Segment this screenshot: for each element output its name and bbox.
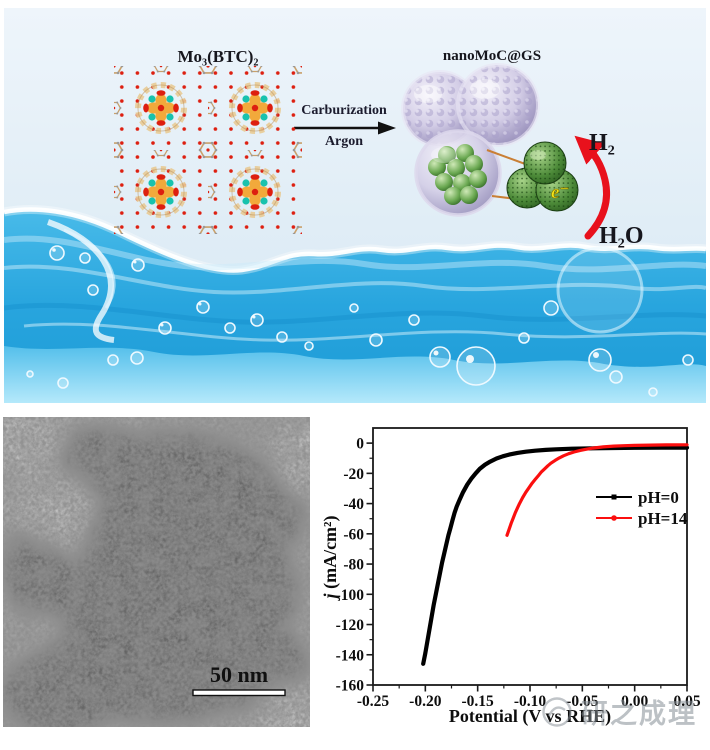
scale-bar-label: 50 nm <box>210 662 268 687</box>
moc-nanosphere <box>456 63 540 147</box>
y-tick-label: -140 <box>336 647 365 664</box>
mof-label: Mo₃(BTC)₂ <box>177 47 259 66</box>
polarization-chart: -0.25 -0.20 -0.15 -0.10 -0.05 0.00 0.05 0 -20 -4… <box>320 427 701 727</box>
watermark-logo-icon <box>542 696 572 727</box>
scale-bar <box>192 689 286 697</box>
x-tick-label: -0.15 <box>462 693 495 710</box>
y-tick-label: -160 <box>336 678 365 695</box>
y-tick-label: -80 <box>343 557 364 574</box>
plot-frame <box>372 427 688 686</box>
y-axis-title: j (mA/cm²) <box>320 516 341 602</box>
x-tick-label: -0.05 <box>566 693 599 710</box>
graphene-moc-cluster <box>506 141 579 212</box>
tem-image: 50 nm <box>3 417 310 727</box>
curve-pH=14 <box>505 443 689 537</box>
magnifier-line <box>486 149 529 166</box>
h2-label: H₂ <box>589 130 615 156</box>
bubbles <box>26 245 694 397</box>
legend-label-ph14: pH=14 <box>638 509 688 528</box>
curves-layer <box>421 443 690 666</box>
water-lower-zone <box>4 346 706 403</box>
y-tick-label: -40 <box>343 496 364 513</box>
y-axis-ticks: 0 -20 -40 -60 -80 -100 -120 -140 -160 <box>336 436 373 695</box>
mof-structure <box>114 66 302 234</box>
water-surface <box>4 209 706 403</box>
bubble-highlights <box>52 248 599 363</box>
carburization-label: Carburization <box>301 103 387 118</box>
x-tick-label: 0.05 <box>673 693 700 710</box>
h2o-label: H₂O <box>599 223 644 249</box>
y-tick-label: -100 <box>336 587 365 604</box>
wave-swirl <box>63 228 116 309</box>
x-tick-label: -0.10 <box>514 693 547 710</box>
x-axis-ticks: -0.25 -0.20 -0.15 -0.10 -0.05 0.00 0.05 <box>357 685 701 710</box>
h2-evolution-arrow <box>574 135 611 240</box>
nanoparticles-graphic: e⁻ <box>401 63 611 240</box>
argon-label: Argon <box>324 134 364 149</box>
legend-label-ph0: pH=0 <box>638 488 679 507</box>
water-scene <box>4 121 706 403</box>
y-tick-label: 0 <box>356 436 364 453</box>
y-tick-label: -120 <box>336 617 365 634</box>
x-tick-label: -0.25 <box>357 693 390 710</box>
electron-label: e⁻ <box>551 182 569 203</box>
watermark: 研之成理 <box>538 692 697 731</box>
water-texture <box>4 264 706 295</box>
x-tick-label: -0.20 <box>409 693 442 710</box>
moc-core-nanosphere <box>414 129 502 217</box>
product-label: nanoMoC@GS <box>442 48 542 64</box>
water-dome <box>556 246 644 334</box>
y-tick-label: -20 <box>343 466 364 483</box>
reaction-scheme-panel: e⁻ Mo₃(BTC)₂ nanoMoC@GS Carburization Ar… <box>4 8 706 403</box>
water-dome <box>558 248 642 332</box>
water-texture <box>4 235 706 273</box>
water-texture <box>4 302 706 325</box>
chart-legend: pH=0 pH=14 <box>596 488 688 528</box>
reaction-arrow-icon <box>294 121 396 135</box>
watermark-text: 研之成理 <box>581 699 697 729</box>
water-texture <box>23 322 706 342</box>
curve-pH=0 <box>421 445 690 666</box>
y-tick-label: -60 <box>343 526 364 543</box>
x-tick-label: 0.00 <box>621 693 648 710</box>
